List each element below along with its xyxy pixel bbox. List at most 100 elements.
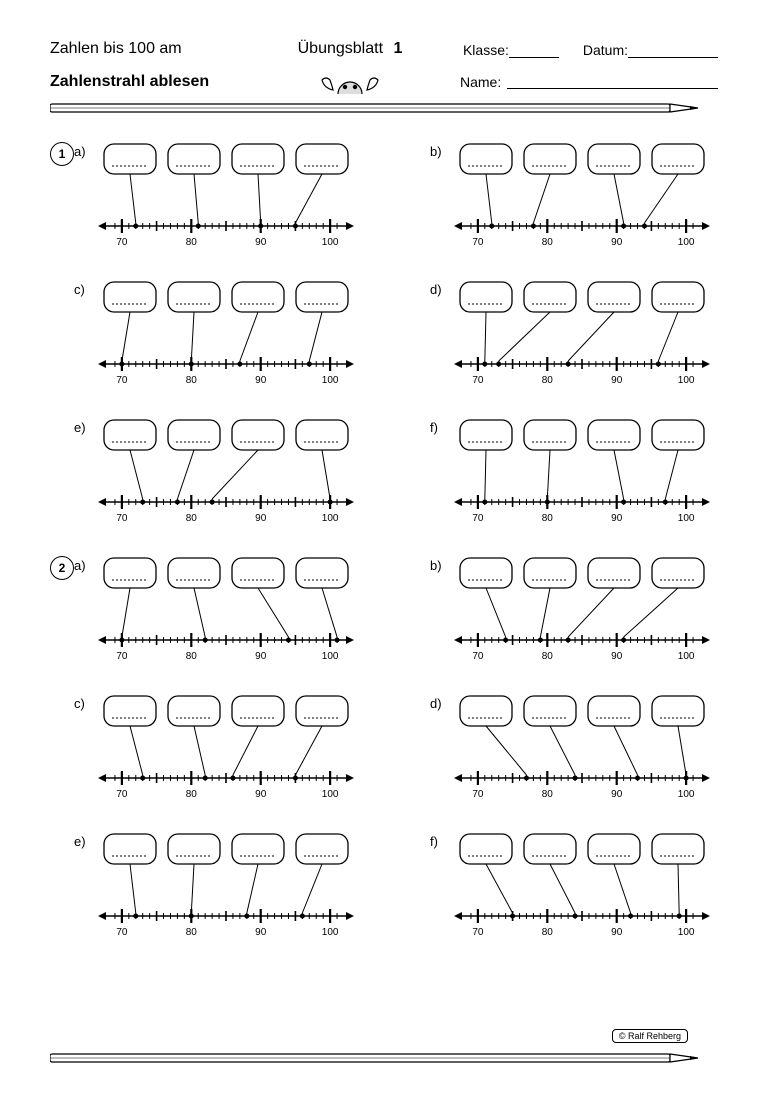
exercise-sections: 1a)708090100b)708090100c)708090100d)7080… [50,138,718,938]
answer-box[interactable] [652,558,704,588]
exercise-label: b) [416,552,452,662]
answer-box[interactable] [232,282,284,312]
axis-label: 70 [116,927,128,938]
answer-box[interactable] [296,696,348,726]
answer-box[interactable] [588,558,640,588]
answer-box[interactable] [460,558,512,588]
number-line-exercise: 708090100 [452,552,712,662]
answer-box[interactable] [524,558,576,588]
answer-box[interactable] [104,834,156,864]
answer-box[interactable] [460,282,512,312]
answer-box[interactable] [104,144,156,174]
name-blank[interactable] [507,74,718,89]
axis-label: 90 [255,513,267,524]
answer-box[interactable] [232,144,284,174]
answer-box[interactable] [296,834,348,864]
header-row-2: Zahlenstrahl ablesen Name: [50,68,718,95]
axis-label: 100 [678,513,695,524]
answer-box[interactable] [296,420,348,450]
axis-label: 80 [186,375,198,386]
number-line-exercise: 708090100 [96,414,356,524]
number-line-exercise: 708090100 [452,276,712,386]
exercise-label: a) [74,552,96,662]
exercise-label: a) [74,138,96,248]
sheet-label: Übungsblatt [298,40,383,57]
answer-box[interactable] [652,834,704,864]
answer-box[interactable] [232,558,284,588]
answer-box[interactable] [104,696,156,726]
axis-label: 90 [255,237,267,248]
axis-label: 90 [255,927,267,938]
axis-label: 90 [611,513,623,524]
answer-box[interactable] [460,696,512,726]
axis-label: 70 [116,789,128,800]
answer-box[interactable] [524,144,576,174]
answer-box[interactable] [588,144,640,174]
answer-box[interactable] [296,558,348,588]
axis-label: 70 [472,375,484,386]
exercise-cell: d)708090100 [416,690,718,800]
section-number: 2 [50,556,74,580]
answer-box[interactable] [652,144,704,174]
answer-box[interactable] [460,834,512,864]
exercise-label: f) [416,414,452,524]
axis-label: 80 [542,927,554,938]
axis-label: 80 [186,651,198,662]
answer-box[interactable] [588,696,640,726]
answer-box[interactable] [232,420,284,450]
answer-box[interactable] [652,420,704,450]
answer-box[interactable] [168,282,220,312]
exercise-label: e) [74,414,96,524]
answer-box[interactable] [524,696,576,726]
answer-box[interactable] [588,834,640,864]
pencil-divider-bottom [50,1051,718,1065]
answer-box[interactable] [296,144,348,174]
sheet-label-wrap: Übungsblatt 1 [270,40,430,58]
answer-box[interactable] [168,144,220,174]
answer-box[interactable] [652,696,704,726]
worksheet-page: Zahlen bis 100 am Übungsblatt 1 Klasse: … [0,0,768,1110]
answer-box[interactable] [168,696,220,726]
answer-box[interactable] [588,282,640,312]
answer-box[interactable] [104,282,156,312]
axis-label: 80 [542,375,554,386]
answer-box[interactable] [104,558,156,588]
axis-label: 100 [322,651,339,662]
axis-label: 80 [542,651,554,662]
answer-box[interactable] [460,420,512,450]
axis-label: 100 [322,789,339,800]
class-field: Klasse: [463,42,559,58]
answer-box[interactable] [104,420,156,450]
axis-label: 80 [186,513,198,524]
axis-label: 100 [678,927,695,938]
date-blank[interactable] [628,43,718,58]
axis-label: 80 [542,237,554,248]
axis-label: 80 [542,513,554,524]
section-number: 1 [50,142,74,166]
axis-label: 100 [678,651,695,662]
number-line-exercise: 708090100 [96,552,356,662]
class-label: Klasse: [463,42,509,58]
number-line-exercise: 708090100 [96,690,356,800]
exercise-cell: a)708090100 [74,138,376,248]
answer-box[interactable] [168,834,220,864]
answer-box[interactable] [168,558,220,588]
answer-box[interactable] [232,696,284,726]
answer-box[interactable] [652,282,704,312]
answer-box[interactable] [524,420,576,450]
axis-label: 70 [472,237,484,248]
answer-box[interactable] [524,834,576,864]
class-blank[interactable] [509,43,559,58]
answer-box[interactable] [524,282,576,312]
axis-label: 90 [255,789,267,800]
exercise-label: c) [74,276,96,386]
number-line-exercise: 708090100 [452,138,712,248]
answer-box[interactable] [296,282,348,312]
header-right: Klasse: Datum: [430,42,718,58]
answer-box[interactable] [460,144,512,174]
answer-box[interactable] [168,420,220,450]
answer-box[interactable] [588,420,640,450]
exercise-cell: e)708090100 [74,828,376,938]
answer-box[interactable] [232,834,284,864]
exercise-cell: f)708090100 [416,414,718,524]
